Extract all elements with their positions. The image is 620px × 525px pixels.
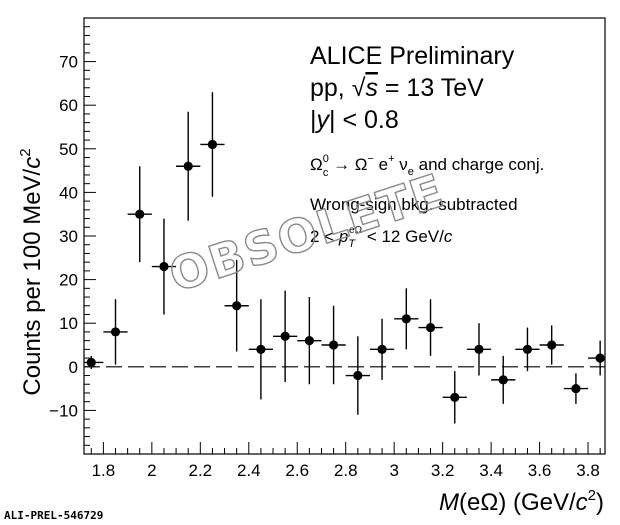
data-point [224,259,249,352]
data-point [539,325,564,365]
data-marker [86,357,96,368]
y-tick-label: 50 [59,140,78,159]
data-marker [183,161,193,171]
data-marker [232,301,242,311]
data-point [563,373,589,404]
y-tick-label: 10 [59,314,78,333]
data-point [418,299,443,356]
data-point [321,305,346,385]
y-tick-label: 40 [59,183,78,202]
x-tick-label: 3.4 [479,461,503,480]
data-marker [571,384,581,394]
data-point [394,288,419,350]
data-point [103,299,128,365]
y-tick-label: 30 [59,227,78,246]
data-marker [159,261,169,272]
data-marker [328,340,339,350]
x-axis-label: M(eΩ) (GeV/c2) [439,487,604,516]
data-point [491,355,516,404]
data-point [248,299,274,400]
data-point [176,111,201,221]
data-point [466,323,492,376]
data-marker [110,327,121,337]
y-tick-label: 20 [59,271,78,290]
data-point [297,297,322,385]
x-tick-label: 2.6 [285,461,309,480]
data-marker [377,344,387,354]
data-points [84,92,605,424]
data-marker [522,344,533,354]
figure-id-credit: ALI-PREL-546729 [4,509,103,522]
data-marker [353,370,363,381]
annotation-pt-range: 2 < pTeΩ < 12 GeV/c [310,225,453,250]
x-tick-label: 3.2 [431,461,455,480]
data-point [588,340,605,376]
data-marker [207,139,218,150]
data-marker [280,331,290,341]
annotation-energy: pp, √s = 13 TeV [310,74,484,102]
data-point [345,336,370,415]
axis-ticks: 1.8 2 2.2 2.4 2.6 2.8 3 3.2 3.4 3.6 3.8 −10 0 10 20 30 4… [49,26,601,480]
x-tick-label: 3.8 [576,461,600,480]
data-point [369,318,395,380]
data-point [200,92,225,197]
data-marker [450,392,460,402]
annotation-rapidity: |y| < 0.8 [310,106,399,134]
data-marker [595,353,605,363]
x-tick-label: 2.2 [188,461,212,480]
x-tick-label: 3.6 [528,461,552,480]
data-point [151,218,177,315]
annotation-alice-preliminary: ALICE Preliminary [310,42,515,70]
x-tick-label: 3 [389,461,398,480]
data-point [273,290,298,383]
y-tick-label: 60 [59,96,78,115]
data-marker [547,340,557,350]
data-marker [401,314,411,324]
data-marker [135,209,145,219]
x-tick-label: 2.8 [334,461,358,480]
data-point [442,371,467,424]
x-tick-label: 2.4 [237,461,261,480]
annotation-background: Wrong-sign bkg. subtracted [310,195,518,214]
data-marker [256,344,266,354]
data-marker [304,336,314,346]
x-tick-label: 1.8 [92,461,116,480]
data-marker [474,344,484,354]
y-axis-label: Counts per 100 MeV/c2 [17,148,46,395]
annotation-decay: Ω0 c → Ω− e+ νe and charge conj. [310,153,544,179]
data-marker [498,375,508,385]
data-marker [425,322,436,333]
data-point [515,327,540,372]
data-point [84,355,104,369]
y-tick-label: 0 [69,358,78,377]
x-tick-label: 2 [147,461,156,480]
y-tick-label: −10 [49,401,78,420]
y-tick-label: 70 [59,53,78,72]
data-point [127,166,152,263]
